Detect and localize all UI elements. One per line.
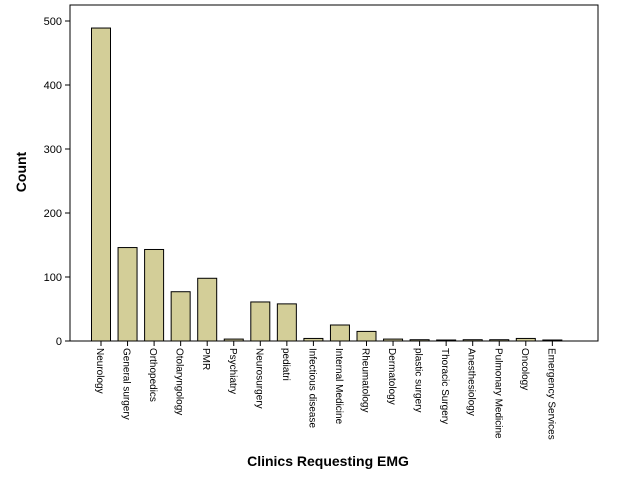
bar-neurology (91, 27, 111, 342)
x-category-label: plastic surgery (413, 348, 424, 412)
bar-infectious-disease (303, 337, 324, 342)
bar-pediatri (276, 303, 297, 342)
x-category-label: Rheumatology (360, 348, 371, 412)
x-category-label: pediatri (280, 348, 291, 381)
bar-rheumatology (356, 330, 377, 342)
y-axis: 0 100 200 300 400 500 (44, 16, 70, 348)
x-category-label: Orthopedics (147, 348, 158, 402)
x-axis: Neurology General surgery Orthopedics Otola… (94, 341, 556, 440)
bar-general-surgery (117, 247, 138, 342)
x-category-label: Otolaryngology (174, 348, 185, 415)
bar-dermatology (383, 338, 404, 342)
bar-pulmonary-medicine (489, 339, 510, 342)
y-tick-label: 200 (44, 208, 62, 220)
y-tick-label: 300 (44, 144, 62, 156)
bar-neurosurgery (250, 301, 271, 342)
x-category-label: Anesthesiology (466, 348, 477, 416)
x-axis-title: Clinics Requesting EMG (247, 453, 409, 469)
x-category-label: Emergency Services (545, 348, 556, 440)
x-category-label: Infectious disease (306, 348, 317, 428)
bar-anesthesiology (462, 339, 483, 342)
bar-internal-medicine (329, 324, 350, 342)
bars (91, 27, 563, 342)
y-axis-title: Count (13, 151, 29, 192)
bar-pmr (197, 277, 218, 342)
bar-thoracic-surgery (436, 339, 457, 342)
x-category-label: Oncology (519, 348, 530, 390)
bar-orthopedics (144, 248, 165, 342)
y-tick-label: 100 (44, 272, 62, 284)
bar-emergency-services (542, 339, 563, 342)
x-category-label: Neurosurgery (253, 348, 264, 409)
x-category-label: General surgery (121, 348, 132, 420)
y-tick-label: 0 (56, 336, 62, 348)
y-tick-label: 500 (44, 16, 62, 28)
x-category-label: Internal Medicine (333, 348, 344, 425)
x-category-label: Pulmonary Medicine (492, 348, 503, 439)
y-tick-label: 400 (44, 80, 62, 92)
bar-plastic-surgery (409, 339, 430, 342)
x-category-label: PMR (200, 348, 211, 370)
x-category-label: Dermatology (386, 348, 397, 405)
x-category-label: Thoracic Surgery (439, 348, 450, 424)
x-category-label: Neurology (94, 348, 105, 394)
bar-otolaryngology (170, 291, 191, 342)
bar-psychiatry (223, 338, 244, 342)
x-category-label: Psychiatry (227, 348, 238, 394)
bar-oncology (515, 337, 536, 342)
